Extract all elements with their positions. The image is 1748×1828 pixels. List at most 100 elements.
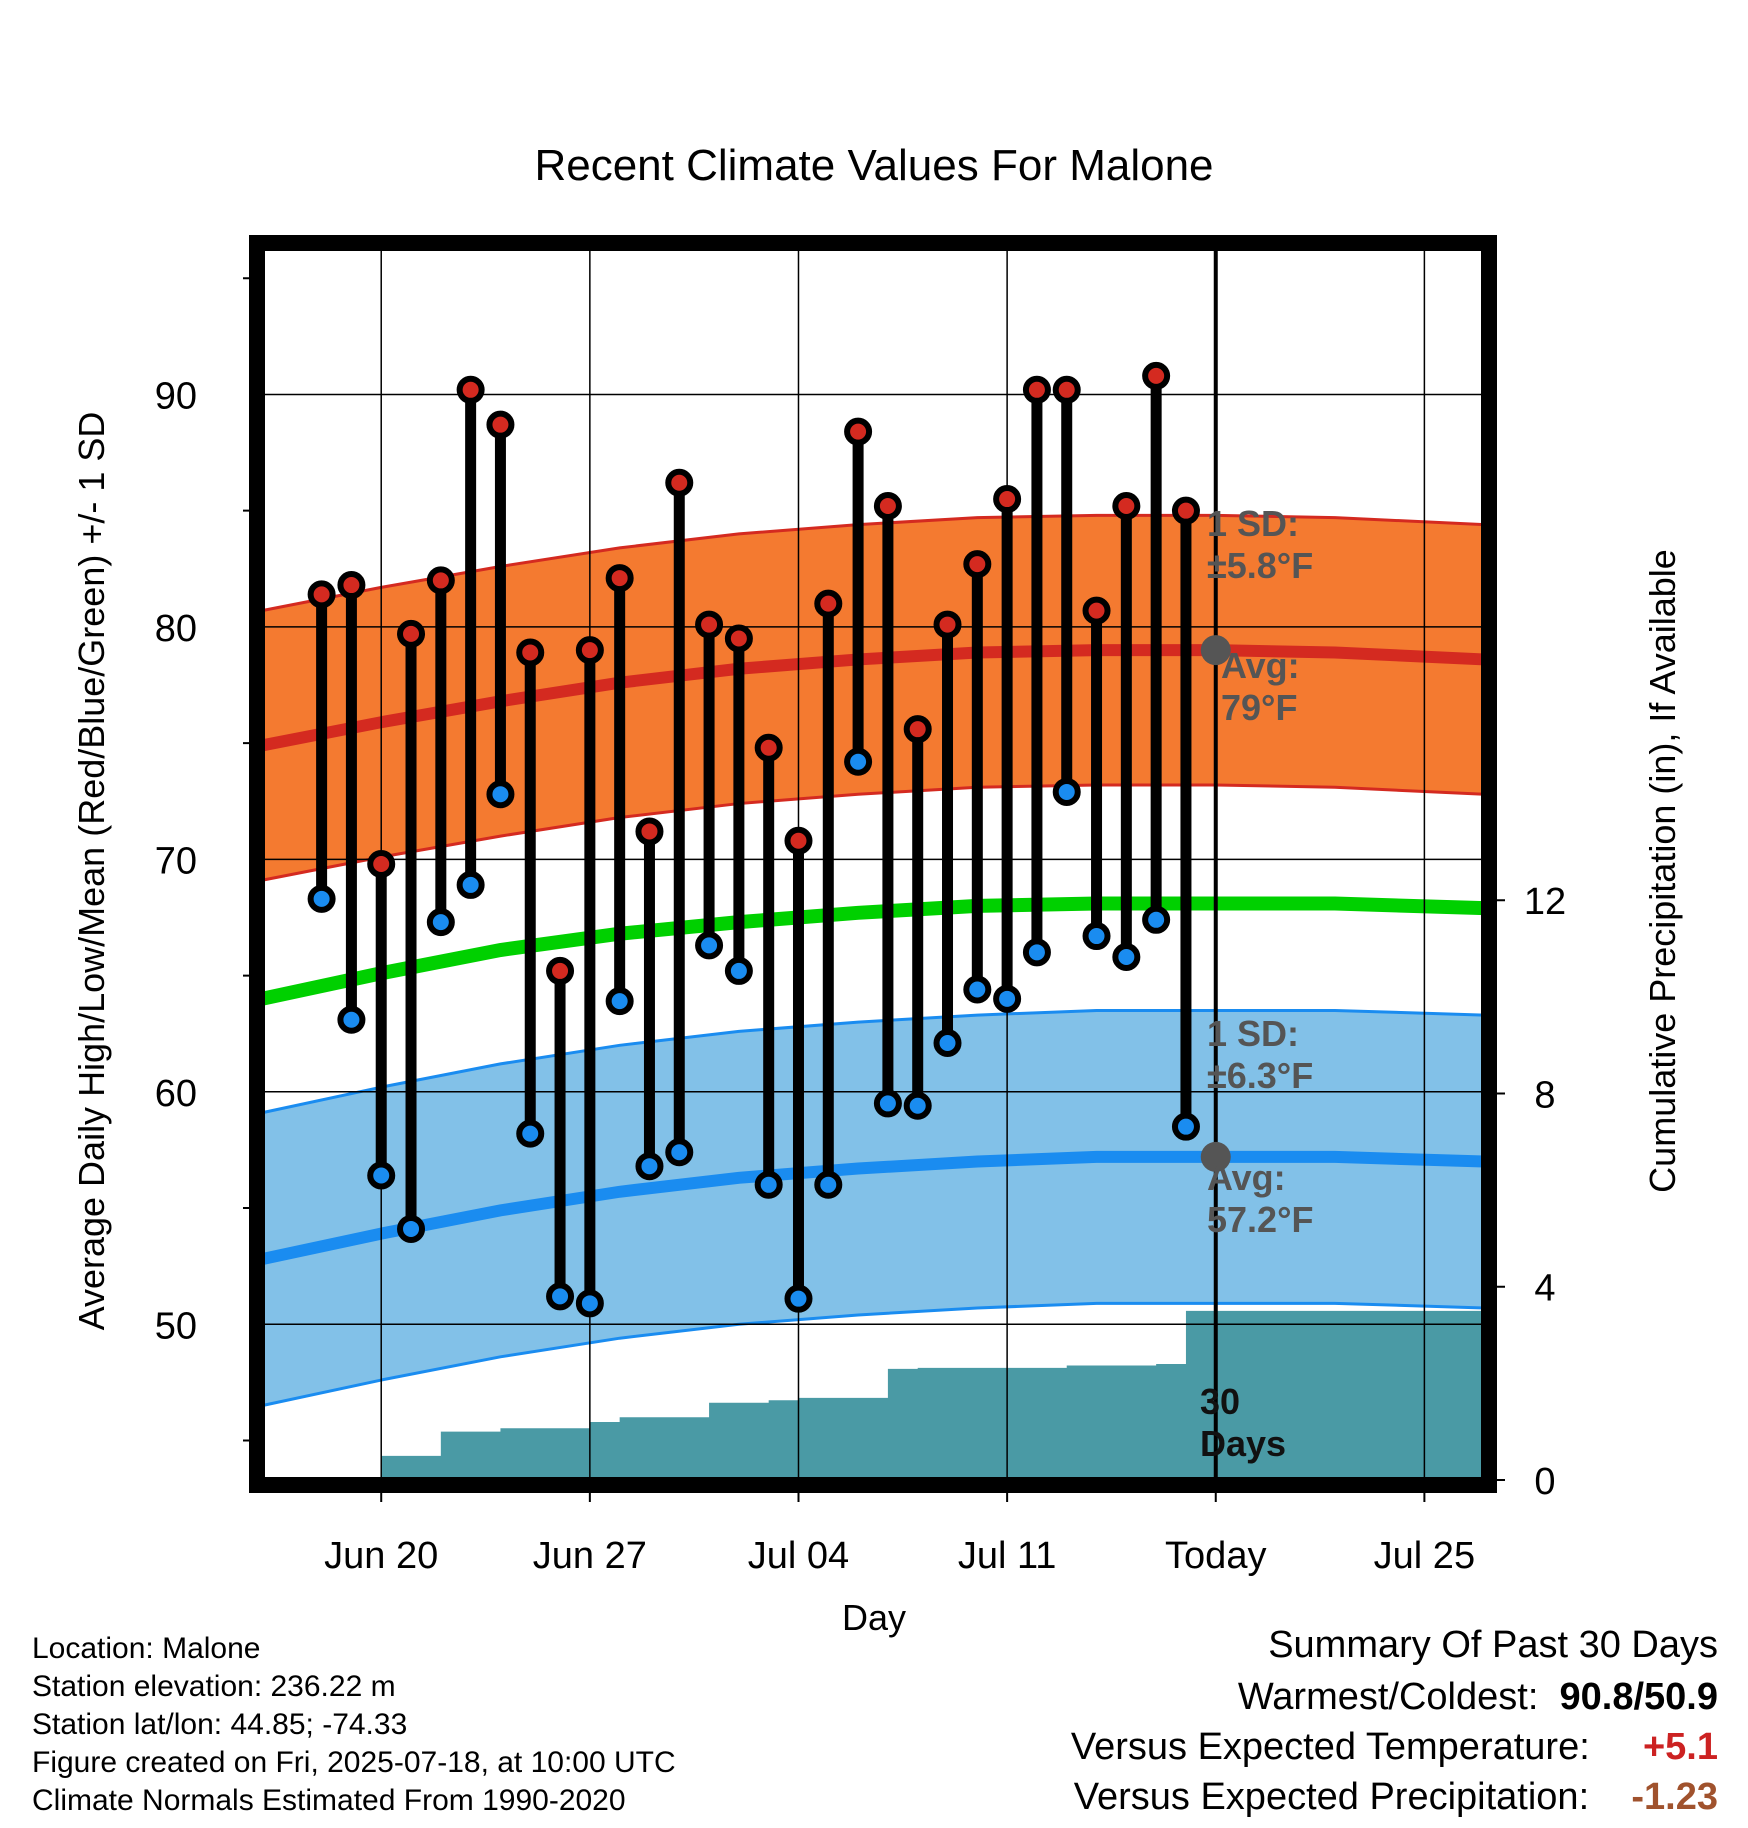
daily-high-point [635, 817, 664, 846]
station-elevation: Station elevation: 236.22 m [32, 1670, 396, 1703]
daily-high-point [903, 715, 932, 744]
daily-low-point [665, 1138, 694, 1167]
daily-low-point [575, 1289, 604, 1318]
daily-low-point [367, 1161, 396, 1190]
y2-axis-label: Cumulative Precipitation (in), If Availa… [1642, 549, 1683, 1193]
x-tick-label: Jun 20 [324, 1535, 438, 1577]
low-sd-annotation-line: ±6.3°F [1207, 1055, 1313, 1096]
daily-high-point [426, 566, 455, 595]
daily-low-point [1142, 905, 1171, 934]
daily-low-point [635, 1152, 664, 1181]
daily-low-point [486, 780, 515, 809]
x-tick-label: Jul 25 [1374, 1535, 1475, 1577]
daily-low-point [1112, 942, 1141, 971]
daily-low-point [933, 1028, 962, 1057]
station-latlon: Station lat/lon: 44.85; -74.33 [32, 1708, 408, 1741]
daily-low-point [963, 975, 992, 1004]
y2-tick-label: 4 [1534, 1268, 1555, 1310]
y-tick-label: 60 [155, 1073, 197, 1115]
avg-mean-line [260, 896, 1485, 1006]
daily-high-point [605, 564, 634, 593]
axes: 50 60 70 80 90 0 4 8 12 Jun 20 Jun 27 Jul 04 Jul 11 T… [155, 235, 1566, 1577]
low-sd-annotation: 1 SD: ±6.3°F [1207, 1013, 1313, 1096]
daily-high-point [367, 850, 396, 878]
chart-title: Recent Climate Values For Malone [534, 141, 1213, 190]
daily-low-point [754, 1170, 783, 1199]
plot-frame [249, 235, 1497, 1493]
daily-high-point [546, 956, 575, 985]
summary-precip-row: Versus Expected Precipitation: -1.23 [1074, 1776, 1718, 1819]
daily-high-point [1022, 375, 1051, 404]
daily-low-point [546, 1282, 575, 1311]
y-tick-label: 70 [155, 840, 197, 882]
daily-low-point [397, 1214, 426, 1243]
summary-temp-value: +5.1 [1642, 1726, 1718, 1768]
daily-high-point [486, 410, 515, 439]
high-avg-annotation: Avg: 79°F [1221, 645, 1300, 728]
daily-low-point [1171, 1112, 1200, 1141]
summary-precip-label: Versus Expected Precipitation: [1073, 1776, 1590, 1818]
y-tick-label: 50 [155, 1305, 197, 1347]
high-sd-annotation: 1 SD: ±5.8°F [1207, 503, 1313, 586]
today-avg-high-marker [1200, 635, 1231, 666]
daily-high-point [963, 550, 992, 579]
daily-low-point [724, 956, 753, 985]
daily-low-point [903, 1091, 932, 1120]
daily-low-point [1052, 777, 1081, 806]
daily-low-point [993, 984, 1022, 1013]
daily-high-point [844, 417, 873, 446]
summary-temp-label: Versus Expected Temperature: [1070, 1726, 1590, 1768]
x-tick-label: Today [1165, 1535, 1266, 1577]
y-tick-label: 90 [155, 375, 197, 417]
low-avg-annotation: Avg: 57.2°F [1207, 1157, 1313, 1240]
summary-warmest-row: Warmest/Coldest: 90.8/50.9 [1238, 1676, 1718, 1719]
y2-tick-label: 0 [1534, 1461, 1555, 1503]
x-axis-label: Day [842, 1597, 906, 1638]
daily-high-point [337, 571, 366, 600]
period-annotation-line: Days [1200, 1423, 1286, 1464]
daily-low-point [456, 870, 485, 899]
station-location: Location: Malone [32, 1632, 261, 1665]
daily-high-point [993, 485, 1022, 514]
summary-warmest-label: Warmest/Coldest: [1237, 1676, 1539, 1718]
daily-high-point [1142, 361, 1171, 390]
avg-low-line [260, 1150, 1485, 1266]
daily-high-point [516, 638, 545, 667]
daily-high-point [754, 733, 783, 762]
daily-low-point [695, 931, 724, 960]
low-avg-annotation-line: 57.2°F [1207, 1199, 1313, 1240]
daily-high-point [1052, 375, 1081, 404]
low-avg-annotation-line: Avg: [1207, 1157, 1286, 1198]
daily-high-point [456, 375, 485, 404]
y2-tick-label: 8 [1534, 1074, 1555, 1116]
figure-created: Figure created on Fri, 2025-07-18, at 10… [32, 1746, 676, 1779]
daily-low-point [516, 1119, 545, 1148]
low-sd-annotation-line: 1 SD: [1207, 1013, 1299, 1054]
daily-low-point [337, 1005, 366, 1034]
high-sd-annotation-line: 1 SD: [1207, 503, 1299, 544]
daily-high-point [397, 619, 426, 648]
high-sd-annotation-line: ±5.8°F [1207, 545, 1313, 586]
daily-low-point [1082, 922, 1111, 951]
daily-high-point [307, 580, 336, 609]
high-sd-band [262, 515, 1484, 881]
summary-temp-row: Versus Expected Temperature: +5.1 [1071, 1726, 1718, 1769]
daily-low-point [873, 1089, 902, 1118]
daily-high-point [814, 589, 843, 618]
y2-tick-label: 12 [1524, 881, 1566, 923]
daily-low-point [814, 1170, 843, 1199]
y-tick-label: 80 [155, 608, 197, 650]
daily-low-point [307, 884, 336, 913]
summary-precip-value: -1.23 [1631, 1776, 1718, 1818]
daily-high-point [933, 610, 962, 639]
high-avg-annotation-line: 79°F [1221, 687, 1297, 728]
period-annotation-line: 30 [1200, 1381, 1240, 1422]
daily-high-point [575, 636, 604, 665]
x-tick-label: Jun 27 [533, 1535, 647, 1577]
y-axis-label: Average Daily High/Low/Mean (Red/Blue/Gr… [71, 412, 112, 1331]
x-tick-label: Jul 11 [958, 1535, 1057, 1577]
daily-low-point [784, 1284, 813, 1313]
daily-low-point [1022, 938, 1051, 967]
